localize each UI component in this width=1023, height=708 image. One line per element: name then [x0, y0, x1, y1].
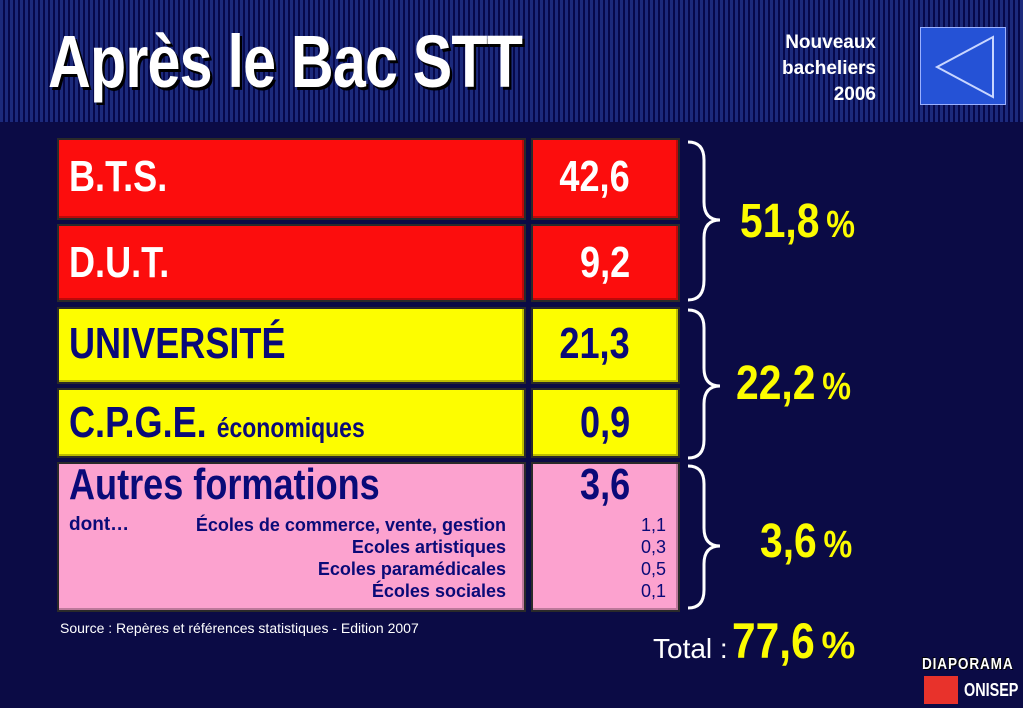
subtitle: Nouveaux bacheliers 2006 [740, 30, 876, 108]
row-dut-value-cell: 9,2 [531, 224, 680, 302]
row-value: 9,2 [579, 238, 630, 287]
row-label-group: C.P.G.E. économiques [69, 398, 365, 448]
source-note: Source : Repères et références statistiq… [60, 620, 419, 636]
group-percent-1: 51,8% [740, 194, 855, 249]
row-autres-label-cell: Autres formations dont… Écoles de commer… [57, 462, 526, 612]
row-label: C.P.G.E. [69, 398, 207, 447]
row-label: Autres formations [69, 462, 380, 509]
total: Total : 77,6% [653, 612, 855, 670]
row-cpge-label-cell: C.P.G.E. économiques [57, 388, 526, 458]
group-percent-unit: % [826, 204, 855, 246]
detail-item-value: 0,1 [640, 581, 666, 601]
brace-1 [687, 140, 721, 302]
total-value: 77,6 [732, 613, 815, 669]
group-braces [687, 140, 721, 610]
group-percent-3: 3,6% [760, 514, 852, 569]
row-label-suffix: économiques [216, 412, 365, 443]
left-triangle-icon [934, 35, 994, 99]
page-title: Après le Bac STT [48, 20, 523, 103]
onisep-logo: DIAPORAMA ONISEP [922, 656, 1020, 706]
row-value: 21,3 [559, 319, 630, 368]
row-bts-label-cell: B.T.S. [57, 138, 526, 220]
group-percent-2: 22,2% [736, 356, 851, 411]
group-percent-value: 22,2 [736, 357, 816, 410]
detail-item-value: 0,3 [640, 537, 666, 557]
row-label: UNIVERSITÉ [69, 319, 286, 368]
row-bts-value-cell: 42,6 [531, 138, 680, 220]
total-unit: % [821, 625, 856, 667]
group-percent-unit: % [823, 524, 853, 566]
detail-item-value: 0,5 [640, 559, 666, 579]
subtitle-line: 2006 [833, 84, 876, 105]
row-value: 42,6 [559, 152, 630, 201]
group-percent-value: 3,6 [760, 515, 817, 568]
group-percent-value: 51,8 [740, 195, 820, 248]
row-label: D.U.T. [69, 238, 170, 287]
row-universite-value-cell: 21,3 [531, 307, 680, 384]
subtitle-line: bacheliers [782, 58, 876, 79]
logo-mark-icon [924, 676, 958, 704]
group-percent-unit: % [822, 366, 851, 408]
logo-bottom-text: ONISEP [964, 680, 1019, 700]
detail-item-label: Écoles de commerce, vente, gestion [195, 515, 506, 535]
row-value: 0,9 [579, 398, 630, 447]
row-autres-value-cell: 3,6 1,1 0,3 0,5 0,1 [531, 462, 680, 612]
detail-item-label: Ecoles paramédicales [317, 559, 506, 579]
brace-3 [687, 464, 721, 610]
brace-2 [687, 308, 721, 460]
detail-prefix: dont… [69, 514, 130, 535]
row-label: B.T.S. [69, 152, 168, 201]
row-value: 3,6 [579, 462, 630, 509]
detail-list: Écoles de commerce, vente, gestion Ecole… [196, 514, 506, 602]
logo-top-text: DIAPORAMA [922, 656, 1014, 673]
detail-item-value: 1,1 [640, 515, 666, 535]
back-button[interactable] [920, 27, 1006, 105]
row-dut-label-cell: D.U.T. [57, 224, 526, 302]
total-label: Total : [653, 633, 728, 664]
detail-values: 1,1 0,3 0,5 0,1 [641, 514, 666, 602]
row-universite-label-cell: UNIVERSITÉ [57, 307, 526, 384]
header-bar [0, 0, 1023, 122]
detail-item-label: Écoles sociales [371, 581, 506, 601]
detail-item-label: Ecoles artistiques [351, 537, 506, 557]
row-cpge-value-cell: 0,9 [531, 388, 680, 458]
subtitle-line: Nouveaux [785, 32, 876, 53]
